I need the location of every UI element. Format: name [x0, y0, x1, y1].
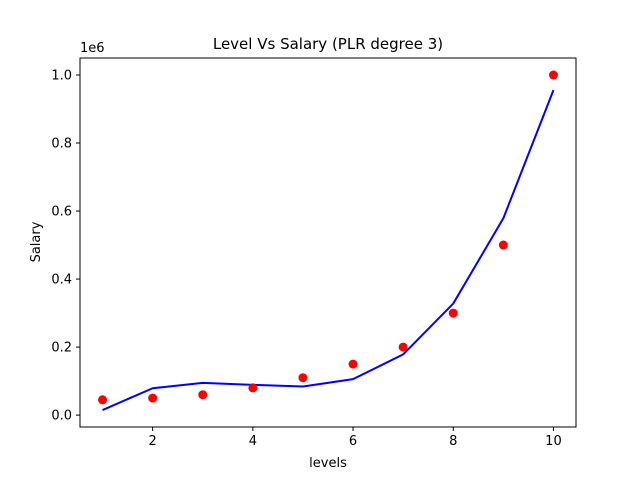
chart-title: Level Vs Salary (PLR degree 3) — [213, 35, 443, 53]
x-tick-label: 2 — [149, 434, 157, 449]
axes-frame — [79, 57, 577, 428]
data-marks — [98, 70, 558, 411]
data-point — [348, 359, 358, 369]
x-tick-label: 4 — [249, 434, 257, 449]
data-point — [398, 342, 408, 352]
data-point — [98, 395, 108, 405]
y-tick-label: 0.6 — [51, 205, 72, 220]
data-point — [298, 373, 308, 383]
data-point — [498, 240, 508, 250]
y-tick-label: 0.0 — [51, 409, 72, 424]
x-tick-label: 6 — [349, 434, 357, 449]
y-tick-label: 0.2 — [51, 341, 72, 356]
data-point — [198, 390, 208, 400]
data-point — [248, 383, 258, 393]
y-offset-label: 1e6 — [80, 41, 105, 56]
y-tick-label: 0.4 — [51, 273, 72, 288]
y-axis-label: Salary — [29, 221, 44, 262]
axis-ticks: 2 4 6 8 10 0.0 0.2 0.4 0.6 0.8 1.0 — [51, 69, 561, 449]
x-tick-label: 10 — [545, 434, 562, 449]
data-point — [448, 308, 458, 318]
data-point — [548, 70, 558, 80]
series-line-1 — [102, 89, 555, 411]
y-tick-label: 1.0 — [51, 69, 72, 84]
data-point — [148, 393, 158, 403]
x-axis-label: levels — [309, 456, 347, 471]
x-tick-label: 8 — [449, 434, 457, 449]
y-tick-label: 0.8 — [51, 137, 72, 152]
